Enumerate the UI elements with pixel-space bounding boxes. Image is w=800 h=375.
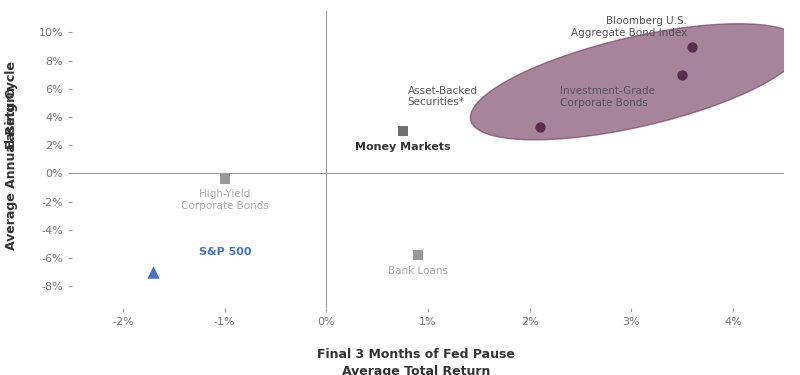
Text: Bloomberg U.S.
Aggregate Bond Index: Bloomberg U.S. Aggregate Bond Index — [571, 16, 687, 38]
Point — [411, 252, 424, 258]
Text: Average Annual Return: Average Annual Return — [6, 87, 18, 251]
Point — [686, 44, 699, 50]
Text: High-Yield
Corporate Bonds: High-Yield Corporate Bonds — [181, 189, 269, 211]
Text: Final 3 Months of Fed Pause: Final 3 Months of Fed Pause — [317, 348, 515, 361]
Point — [534, 124, 546, 130]
Text: Easing Cycle: Easing Cycle — [6, 61, 18, 149]
Point — [218, 176, 231, 182]
Point — [147, 269, 160, 275]
Point — [676, 72, 689, 78]
Text: Investment-Grade
Corporate Bonds: Investment-Grade Corporate Bonds — [560, 86, 655, 108]
Text: S&P 500: S&P 500 — [199, 247, 252, 257]
Text: Money Markets: Money Markets — [354, 142, 450, 153]
Ellipse shape — [470, 24, 800, 140]
Text: Average Total Return: Average Total Return — [342, 365, 490, 375]
Text: Asset-Backed
Securities*: Asset-Backed Securities* — [408, 86, 478, 107]
Point — [396, 128, 409, 134]
Text: Bank Loans: Bank Loans — [388, 266, 448, 276]
